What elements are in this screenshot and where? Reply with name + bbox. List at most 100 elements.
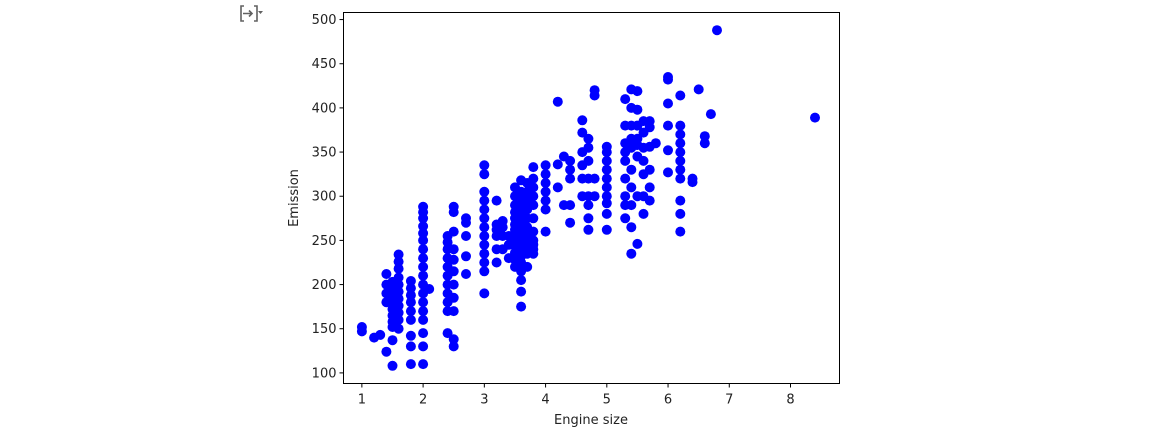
data-point <box>418 306 429 317</box>
data-point <box>491 195 502 206</box>
data-point <box>448 279 459 290</box>
output-toggle-icon[interactable] <box>240 2 264 24</box>
data-point <box>479 239 490 250</box>
data-point <box>663 72 673 82</box>
data-point <box>663 167 673 178</box>
data-point <box>675 164 686 175</box>
data-point <box>479 248 490 259</box>
data-point <box>601 182 612 193</box>
data-point <box>448 201 459 212</box>
data-point <box>461 231 471 241</box>
x-axis-ticks: 1 2 3 4 5 6 7 8 <box>358 383 795 408</box>
data-point <box>638 208 649 219</box>
data-point <box>601 224 612 235</box>
y-tick-label: 200 <box>312 278 337 293</box>
data-point <box>699 131 710 142</box>
data-point <box>675 120 686 131</box>
data-point <box>638 155 649 166</box>
data-point <box>620 94 631 105</box>
data-point <box>418 235 429 246</box>
data-point <box>528 173 539 184</box>
x-tick-label: 1 <box>358 393 366 408</box>
data-point <box>632 86 643 97</box>
data-point <box>375 329 386 340</box>
data-point <box>418 253 429 264</box>
data-point <box>583 224 594 235</box>
data-point <box>583 213 594 224</box>
data-point <box>626 182 637 193</box>
data-point <box>632 238 643 249</box>
data-point <box>497 216 508 226</box>
data-point <box>356 322 367 332</box>
data-point <box>405 283 416 294</box>
y-tick-label: 150 <box>312 322 337 337</box>
data-point <box>448 226 459 237</box>
y-tick-label: 350 <box>312 146 337 161</box>
x-tick-label: 2 <box>419 393 427 408</box>
data-point <box>675 155 686 166</box>
data-point <box>699 138 710 149</box>
data-point <box>565 173 576 184</box>
data-point <box>675 90 686 101</box>
data-point <box>418 244 429 255</box>
data-point <box>620 155 631 166</box>
data-point <box>448 292 459 303</box>
data-point <box>644 182 655 193</box>
data-point <box>448 306 459 317</box>
data-point <box>601 141 612 152</box>
data-point <box>448 341 459 352</box>
data-point <box>516 301 527 312</box>
data-point <box>601 198 612 209</box>
data-point <box>565 217 576 228</box>
data-point <box>583 133 594 144</box>
data-point <box>620 191 631 202</box>
y-axis-label: Emission <box>287 169 302 227</box>
data-point <box>528 235 539 246</box>
data-point <box>418 314 429 325</box>
data-point <box>675 226 686 237</box>
data-point <box>601 155 612 166</box>
data-point <box>675 195 686 206</box>
data-point <box>675 129 686 140</box>
data-point <box>632 104 643 115</box>
data-point <box>405 290 416 301</box>
data-point <box>479 231 490 241</box>
data-point <box>528 200 539 211</box>
y-tick-label: 100 <box>312 366 337 381</box>
data-point <box>418 297 429 308</box>
x-tick-label: 8 <box>786 393 794 408</box>
data-point <box>405 306 416 317</box>
data-point <box>583 155 594 166</box>
y-tick-label: 400 <box>312 101 337 116</box>
x-tick-label: 6 <box>664 393 672 408</box>
data-point <box>491 257 502 268</box>
data-point <box>461 269 471 279</box>
data-point <box>675 173 686 184</box>
data-point <box>528 162 539 173</box>
x-tick-label: 3 <box>480 393 488 408</box>
data-point <box>418 201 429 212</box>
data-point <box>516 286 527 297</box>
x-axis-label: Engine size <box>554 413 628 428</box>
data-point <box>448 266 459 277</box>
data-point <box>479 195 490 206</box>
data-point <box>565 164 576 175</box>
data-point <box>461 213 471 224</box>
data-point <box>626 164 637 175</box>
data-point <box>393 293 404 304</box>
data-point <box>442 328 453 339</box>
data-point <box>479 160 490 171</box>
data-point <box>644 195 655 206</box>
data-point <box>479 204 490 215</box>
data-point <box>626 222 637 233</box>
data-point <box>479 169 490 180</box>
data-point <box>418 228 429 239</box>
data-point <box>448 254 459 265</box>
data-point <box>448 334 459 345</box>
data-point <box>381 346 392 357</box>
data-point <box>540 226 551 237</box>
data-point <box>589 85 600 96</box>
data-point <box>528 182 539 193</box>
data-point <box>650 138 661 149</box>
